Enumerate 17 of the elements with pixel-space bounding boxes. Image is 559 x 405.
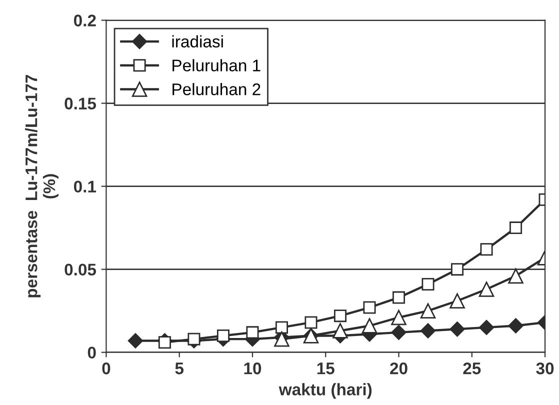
- legend-label: Peluruhan 1: [172, 59, 260, 72]
- legend-label: Peluruhan 2: [172, 82, 260, 96]
- y-tick-label: 0: [88, 346, 96, 359]
- y-tick-label: 0.1: [74, 180, 96, 193]
- x-tick-label: 30: [536, 362, 554, 374]
- y-tick-label: 0.05: [64, 264, 96, 276]
- x-tick-label: 15: [317, 362, 334, 374]
- y-axis-title: persentase Lu-177m/Lu-177 (%): [25, 74, 58, 298]
- y-tick-label: 0.15: [64, 98, 96, 110]
- x-tick-label: 10: [244, 362, 262, 374]
- y-tick-label: 0.2: [74, 14, 96, 26]
- x-tick-label: 20: [390, 362, 408, 374]
- x-tick-label: 25: [463, 362, 481, 374]
- x-tick-label: 5: [175, 362, 184, 374]
- x-tick-label: 0: [102, 362, 110, 374]
- x-axis-title: waktu (hari): [278, 383, 372, 399]
- legend-label: iradiasi: [172, 35, 223, 48]
